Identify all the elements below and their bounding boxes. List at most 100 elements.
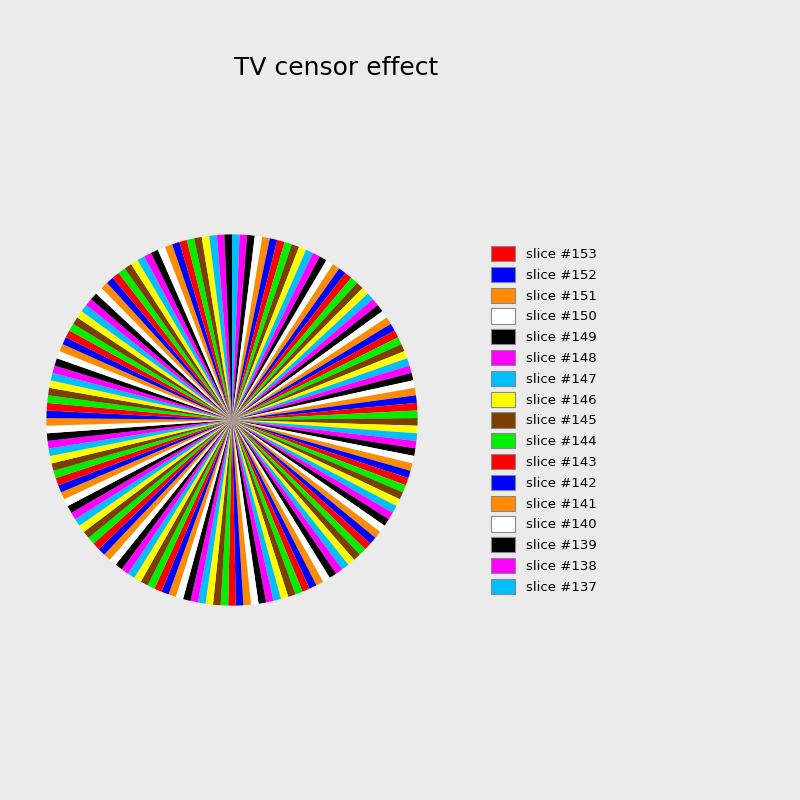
Wedge shape <box>232 244 299 420</box>
Wedge shape <box>232 234 240 420</box>
Wedge shape <box>172 242 232 420</box>
Wedge shape <box>232 420 258 605</box>
Wedge shape <box>176 420 232 599</box>
Wedge shape <box>232 420 243 606</box>
Wedge shape <box>232 420 354 565</box>
Wedge shape <box>232 373 414 420</box>
Wedge shape <box>169 420 232 597</box>
Wedge shape <box>232 260 333 420</box>
Wedge shape <box>110 420 232 565</box>
Wedge shape <box>232 420 302 594</box>
Wedge shape <box>113 273 232 420</box>
Wedge shape <box>232 420 360 560</box>
Wedge shape <box>232 420 400 506</box>
Wedge shape <box>232 420 410 478</box>
Wedge shape <box>232 420 415 456</box>
Wedge shape <box>232 238 278 420</box>
Wedge shape <box>75 420 232 526</box>
Wedge shape <box>232 420 310 592</box>
Wedge shape <box>57 351 232 420</box>
Wedge shape <box>224 234 232 420</box>
Wedge shape <box>232 273 351 420</box>
Wedge shape <box>125 264 232 420</box>
Wedge shape <box>232 240 285 420</box>
Wedge shape <box>66 330 232 420</box>
Wedge shape <box>134 420 232 582</box>
Wedge shape <box>232 420 251 606</box>
Wedge shape <box>70 324 232 420</box>
Wedge shape <box>54 358 232 420</box>
Wedge shape <box>62 338 232 420</box>
Wedge shape <box>232 420 414 463</box>
Wedge shape <box>61 420 232 499</box>
Wedge shape <box>232 283 362 420</box>
Wedge shape <box>67 420 232 513</box>
Wedge shape <box>232 420 317 589</box>
Wedge shape <box>232 338 402 420</box>
Wedge shape <box>232 234 247 420</box>
Wedge shape <box>58 420 232 492</box>
Wedge shape <box>47 395 232 420</box>
Wedge shape <box>232 358 410 420</box>
Wedge shape <box>91 294 232 420</box>
Wedge shape <box>118 269 232 420</box>
Wedge shape <box>232 410 418 420</box>
Wedge shape <box>213 420 232 606</box>
Wedge shape <box>194 237 232 420</box>
Wedge shape <box>232 269 346 420</box>
Wedge shape <box>232 420 330 582</box>
Wedge shape <box>202 236 232 420</box>
Wedge shape <box>232 257 326 420</box>
Wedge shape <box>221 420 232 606</box>
Wedge shape <box>232 420 266 604</box>
Wedge shape <box>209 235 232 420</box>
Wedge shape <box>84 420 232 538</box>
Wedge shape <box>232 420 403 499</box>
Wedge shape <box>162 420 232 594</box>
Wedge shape <box>232 420 370 550</box>
Wedge shape <box>217 234 232 420</box>
Wedge shape <box>232 420 406 492</box>
Wedge shape <box>232 420 323 586</box>
Wedge shape <box>183 420 232 601</box>
Wedge shape <box>232 420 389 526</box>
Wedge shape <box>46 410 232 420</box>
Wedge shape <box>86 299 232 420</box>
Wedge shape <box>232 420 418 434</box>
Wedge shape <box>89 420 232 544</box>
Wedge shape <box>138 257 232 420</box>
Wedge shape <box>232 294 373 420</box>
Wedge shape <box>47 420 232 441</box>
Wedge shape <box>46 403 232 420</box>
Wedge shape <box>60 344 232 420</box>
Wedge shape <box>232 324 394 420</box>
Wedge shape <box>232 264 339 420</box>
Wedge shape <box>232 420 342 574</box>
Legend: slice #153, slice #152, slice #151, slice #150, slice #149, slice #148, slice #1: slice #153, slice #152, slice #151, slic… <box>487 242 601 598</box>
Wedge shape <box>232 366 411 420</box>
Wedge shape <box>228 420 236 606</box>
Wedge shape <box>232 318 390 420</box>
Wedge shape <box>82 305 232 420</box>
Wedge shape <box>141 420 232 586</box>
Wedge shape <box>232 299 378 420</box>
Wedge shape <box>151 250 232 420</box>
Wedge shape <box>232 420 393 519</box>
Wedge shape <box>94 420 232 550</box>
Wedge shape <box>232 420 274 602</box>
Wedge shape <box>96 288 232 420</box>
Wedge shape <box>232 420 408 486</box>
Wedge shape <box>232 420 336 578</box>
Wedge shape <box>64 420 232 506</box>
Wedge shape <box>48 388 232 420</box>
Wedge shape <box>186 238 232 420</box>
Wedge shape <box>232 420 380 538</box>
Wedge shape <box>232 253 320 420</box>
Wedge shape <box>104 420 232 560</box>
Wedge shape <box>122 420 232 574</box>
Wedge shape <box>179 240 232 420</box>
Wedge shape <box>232 305 382 420</box>
Wedge shape <box>198 420 232 604</box>
Wedge shape <box>107 278 232 420</box>
Wedge shape <box>232 420 375 544</box>
